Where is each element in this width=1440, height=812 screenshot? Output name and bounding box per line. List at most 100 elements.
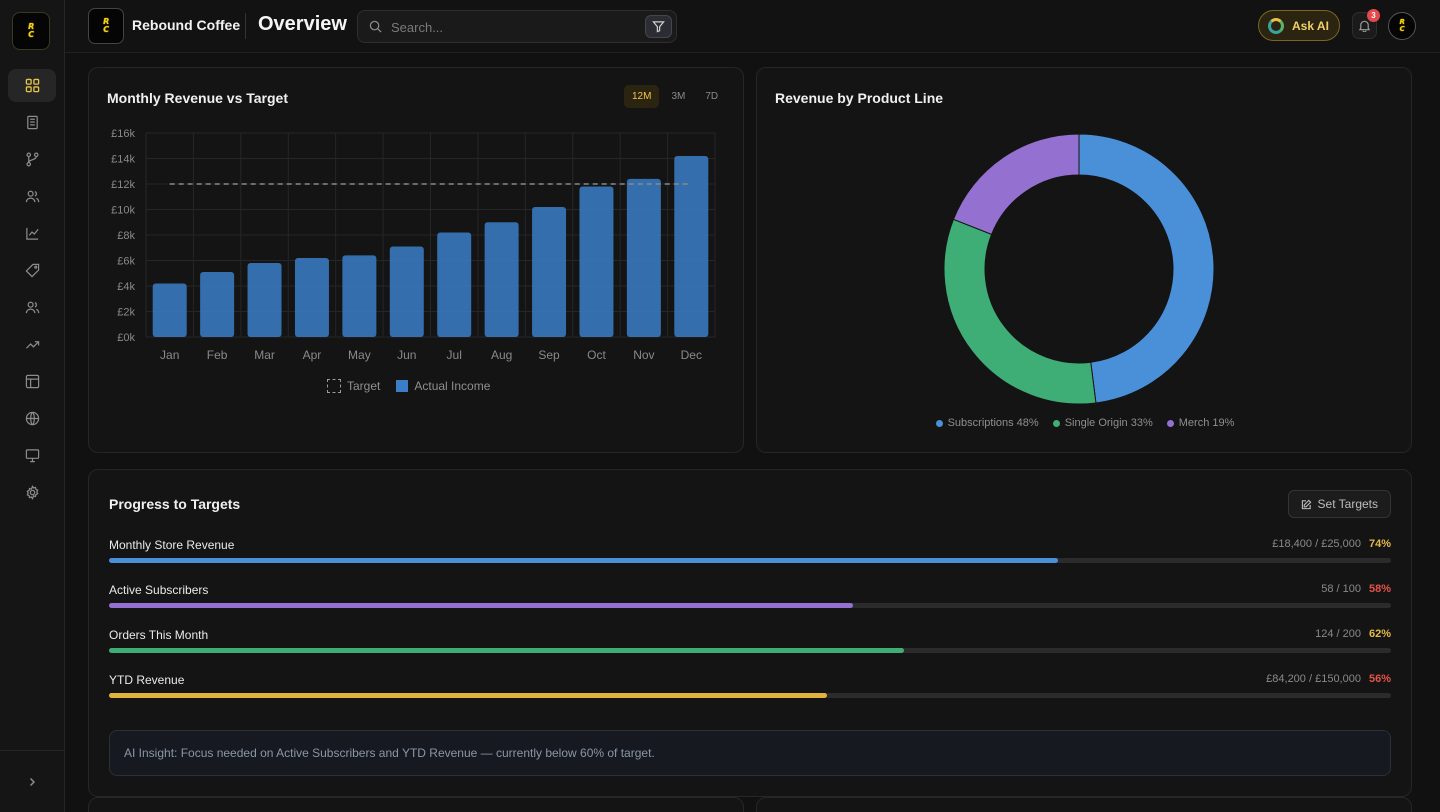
layout-icon: [25, 374, 39, 389]
sidebar-item-settings[interactable]: [8, 476, 56, 509]
sidebar-item-dashboard[interactable]: [8, 69, 56, 102]
product-line-card: Revenue by Product Line Subscriptions 48…: [756, 67, 1412, 453]
donut-legend-single-origin[interactable]: Single Origin 33%: [1052, 417, 1153, 429]
search-bar: [357, 10, 677, 43]
settings-gear-icon: [26, 485, 38, 500]
legend-label-target: Target: [347, 379, 381, 393]
bar-may[interactable]: [342, 255, 377, 337]
legend-dot-subscriptions: [935, 419, 943, 427]
range-tab-3m[interactable]: 3M: [671, 91, 686, 102]
range-tab-7d[interactable]: 7D: [705, 91, 719, 102]
bar-apr[interactable]: [294, 257, 329, 337]
building-icon: [26, 115, 38, 130]
legend-item-target[interactable]: Target: [327, 379, 380, 393]
bar-mar[interactable]: [247, 263, 282, 337]
x-tick-label: Sep: [538, 348, 560, 362]
product-card-title: Revenue by Product Line: [775, 90, 944, 106]
brand-name: Rebound Coffee: [132, 17, 241, 33]
tag-icon: [25, 263, 39, 278]
range-tab-12m[interactable]: 12M: [624, 85, 660, 108]
progress-track: [109, 603, 1391, 608]
search-icon: [369, 20, 382, 33]
bar-jun[interactable]: [389, 246, 424, 337]
donut-slice-merch[interactable]: [952, 133, 1080, 236]
progress-track: [109, 648, 1391, 653]
notification-count-badge: 3: [1367, 9, 1380, 22]
progress-track: [109, 558, 1391, 563]
progress-values: 124 / 200 62%: [1315, 628, 1391, 640]
sidebar-item-stores[interactable]: [8, 106, 56, 139]
bar-jul[interactable]: [437, 232, 472, 337]
progress-percent: 74%: [1368, 538, 1391, 550]
progress-label: Monthly Store Revenue: [109, 538, 235, 552]
progress-values: £18,400 / £25,000 74%: [1272, 538, 1391, 550]
ask-ai-button[interactable]: Ask AI: [1258, 10, 1340, 41]
x-tick-label: Jul: [447, 348, 462, 362]
progress-to-targets-card: Progress to Targets Set Targets Monthly …: [88, 469, 1412, 797]
sidebar-nav: [8, 69, 56, 513]
bar-oct[interactable]: [579, 186, 614, 337]
legend-swatch-target: [327, 379, 341, 393]
donut-slice-subscriptions[interactable]: [1078, 133, 1215, 404]
progress-value: 124 / 200: [1315, 628, 1361, 640]
bar-dec[interactable]: [674, 155, 709, 337]
donut-legend-label: Subscriptions 48%: [947, 417, 1039, 429]
users-icon: [25, 190, 39, 203]
x-tick-label: Oct: [587, 348, 606, 362]
progress-label: Orders This Month: [109, 628, 209, 642]
revenue-card-title: Monthly Revenue vs Target: [107, 90, 289, 106]
bar-nov[interactable]: [626, 178, 661, 337]
legend-item-actual[interactable]: Actual Income: [396, 379, 490, 393]
sidebar-item-global[interactable]: [8, 402, 56, 435]
progress-value: £84,200 / £150,000: [1266, 673, 1361, 685]
x-tick-label: Nov: [633, 348, 654, 362]
progress-row-orders: Orders This Month 124 / 200 62%: [109, 628, 1391, 658]
y-tick-label: £6k: [117, 256, 135, 268]
contacts-icon: [25, 301, 39, 314]
bar-feb[interactable]: [200, 271, 235, 337]
bar-jan[interactable]: [152, 283, 187, 337]
sidebar-item-customers[interactable]: [8, 180, 56, 213]
donut-legend-subscriptions[interactable]: Subscriptions 48%: [935, 417, 1039, 429]
progress-percent: 56%: [1368, 673, 1391, 685]
progress-label: Active Subscribers: [109, 583, 209, 597]
donut-slice-single-origin[interactable]: [943, 218, 1097, 405]
sidebar-item-growth[interactable]: [8, 328, 56, 361]
globe-icon: [25, 411, 39, 426]
y-tick-label: £16k: [111, 128, 135, 140]
progress-row-store-revenue: Monthly Store Revenue £18,400 / £25,000 …: [109, 538, 1391, 568]
bar-aug[interactable]: [484, 222, 519, 337]
sidebar-item-workflows[interactable]: [8, 143, 56, 176]
x-tick-label: Aug: [491, 348, 512, 362]
set-targets-button[interactable]: Set Targets: [1287, 490, 1391, 518]
progress-fill: [109, 693, 827, 698]
ai-ring-icon: [1268, 17, 1284, 34]
progress-value: 58 / 100: [1321, 583, 1361, 595]
search-input[interactable]: [391, 15, 631, 39]
sidebar-item-layouts[interactable]: [8, 365, 56, 398]
sidebar-item-display[interactable]: [8, 439, 56, 472]
x-tick-label: Feb: [207, 348, 228, 362]
sidebar-item-analytics[interactable]: [8, 217, 56, 250]
sidebar-expand-button[interactable]: [0, 750, 64, 812]
ask-ai-label: Ask AI: [1292, 18, 1329, 33]
y-tick-label: £4k: [117, 281, 135, 293]
progress-fill: [109, 603, 853, 608]
product-line-donut-chart: [943, 133, 1215, 405]
sidebar-item-products[interactable]: [8, 254, 56, 287]
donut-legend-merch[interactable]: Merch 19%: [1166, 417, 1234, 429]
set-targets-label: Set Targets: [1317, 497, 1378, 511]
filter-button[interactable]: [645, 15, 672, 38]
bar-sep[interactable]: [532, 206, 567, 337]
sidebar-item-team[interactable]: [8, 291, 56, 324]
x-tick-label: Apr: [303, 348, 322, 362]
revenue-bar-chart: £0k £2k £4k £6k £8k £10k £12k £14k £16k Jan Feb Mar…: [111, 128, 716, 362]
legend-dot-merch: [1166, 419, 1174, 427]
progress-values: £84,200 / £150,000 56%: [1266, 673, 1391, 685]
